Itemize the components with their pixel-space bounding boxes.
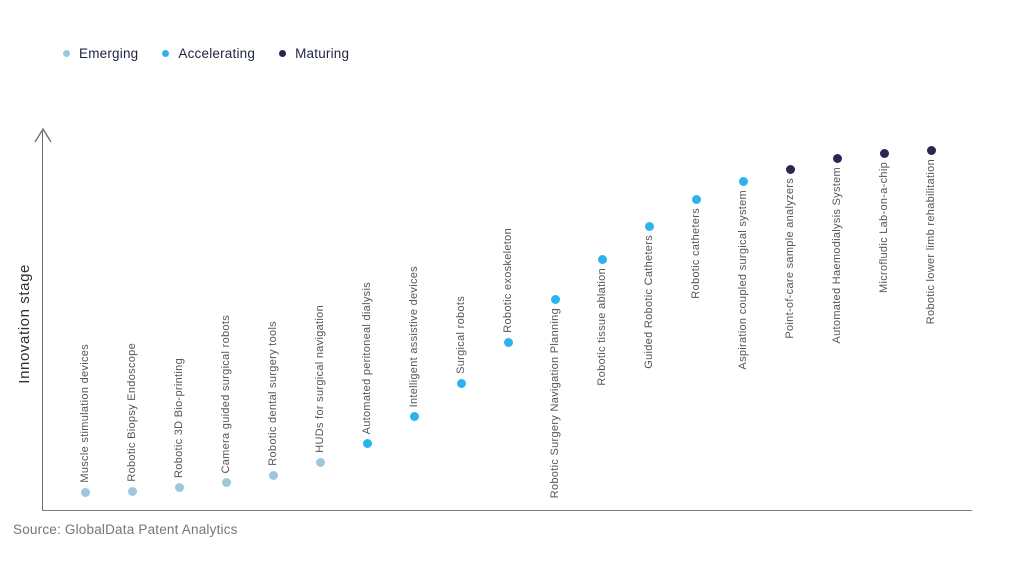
data-point [268,470,278,480]
data-point-label: Robotic dental surgery tools [267,321,279,466]
data-point-label: Robotic 3D Bio-printing [173,357,185,478]
emerging-dot-icon [63,50,70,57]
data-point [503,337,513,347]
data-point-label: Robotic Surgery Navigation Planning [549,308,561,499]
data-point-label: Microfludic Lab-on-a-chip [878,162,890,293]
legend-label-emerging: Emerging [79,46,139,61]
data-point-label: Aspiration coupled surgical system [737,190,749,370]
data-point-label: Robotic tissue ablation [596,268,608,386]
data-point-label: Guided Robotic Catheters [643,235,655,369]
data-point [409,411,419,421]
accelerating-dot-icon [162,50,170,57]
data-point [127,486,137,496]
y-axis-line [42,131,44,511]
data-point-label: Surgical robots [455,296,467,374]
data-point-label: Point-of-care sample analyzers [784,178,796,339]
legend-label-maturing: Maturing [295,46,350,61]
data-point [174,482,184,492]
data-point [550,294,560,304]
legend-item-maturing: Maturing [279,46,349,61]
data-point [315,457,325,467]
source-note: Source: GlobalData Patent Analytics [13,522,238,537]
data-point [832,153,842,163]
data-point-label: Robotic catheters [690,208,702,299]
data-point-label: Camera guided surgical robots [220,314,232,474]
data-point [80,487,90,497]
legend-item-accelerating: Accelerating [162,46,255,61]
data-point-label: Automated peritoneal dialysis [361,281,373,434]
legend: Emerging Accelerating Maturing [63,46,349,61]
x-axis-line [42,510,972,512]
data-point [597,254,607,264]
data-point [221,477,231,487]
data-point-label: Muscle stimulation devices [79,344,91,483]
data-point-label: Intelligent assistive devices [408,265,420,407]
maturing-dot-icon [279,50,287,57]
data-point-label: HUDs for surgical navigation [314,305,326,453]
y-axis-arrow-icon [34,127,52,143]
y-axis-title: Innovation stage [16,264,33,384]
data-point-label: Robotic lower limb rehabilitation [925,159,937,325]
data-point-label: Robotic Biopsy Endoscope [126,343,138,482]
data-point [456,378,466,388]
data-point-label: Automated Haemodialysis System [831,167,843,344]
legend-label-accelerating: Accelerating [178,46,256,61]
legend-item-emerging: Emerging [63,46,138,61]
data-point [926,145,936,155]
data-point-label: Robotic exoskeleton [502,228,514,333]
data-point [362,438,372,448]
data-point [785,164,795,174]
data-point [691,194,701,204]
data-point [644,221,654,231]
data-point [879,148,889,158]
data-point [738,176,748,186]
